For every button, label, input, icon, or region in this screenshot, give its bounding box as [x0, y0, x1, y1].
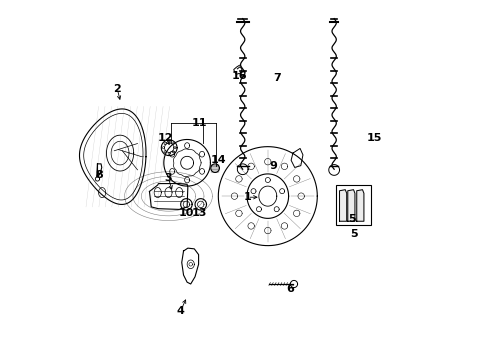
- Polygon shape: [356, 190, 363, 221]
- Text: 3: 3: [164, 173, 172, 183]
- Text: 11: 11: [191, 118, 207, 128]
- Text: 6: 6: [286, 284, 294, 294]
- Bar: [335, 185, 370, 225]
- Text: 9: 9: [269, 161, 277, 171]
- Text: 8: 8: [96, 170, 103, 180]
- Text: 5: 5: [347, 215, 355, 224]
- Text: 10: 10: [178, 208, 194, 218]
- Text: 7: 7: [272, 73, 280, 83]
- Text: 14: 14: [210, 155, 226, 165]
- Text: 1: 1: [243, 192, 251, 202]
- Text: 4: 4: [176, 306, 184, 316]
- Text: 13: 13: [192, 208, 207, 218]
- Text: 16: 16: [231, 71, 246, 81]
- Text: 12: 12: [158, 133, 173, 143]
- Text: 5: 5: [349, 229, 357, 239]
- Text: 15: 15: [366, 133, 381, 143]
- Polygon shape: [347, 190, 354, 221]
- Polygon shape: [339, 190, 346, 221]
- Text: 2: 2: [113, 84, 121, 94]
